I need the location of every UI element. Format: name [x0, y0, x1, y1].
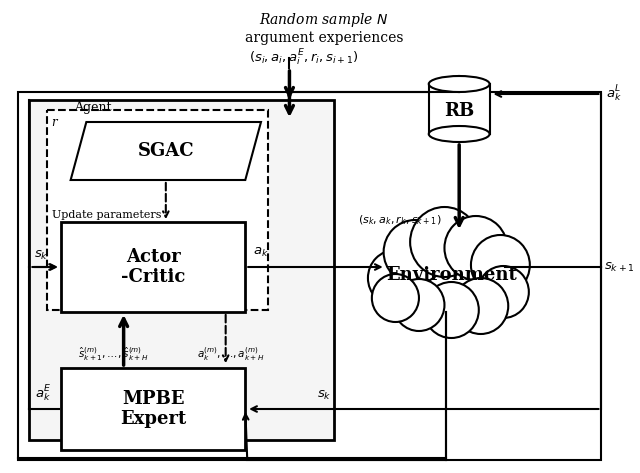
Circle shape — [368, 250, 423, 306]
Text: $\hat{s}_{k+1}^{(m)},\ldots,\hat{s}_{k+H}^{(m)}$: $\hat{s}_{k+1}^{(m)},\ldots,\hat{s}_{k+H… — [77, 345, 148, 363]
Text: $(s_i, a_i, a_i^E, r_i, s_{i+1})$: $(s_i, a_i, a_i^E, r_i, s_{i+1})$ — [250, 48, 359, 68]
Circle shape — [383, 220, 447, 284]
Text: Actor
-Critic: Actor -Critic — [121, 247, 185, 286]
Circle shape — [372, 274, 419, 322]
Circle shape — [453, 278, 508, 334]
Text: $s_k$: $s_k$ — [35, 248, 49, 262]
Text: $a_k^L$: $a_k^L$ — [606, 84, 622, 104]
Circle shape — [394, 279, 444, 331]
Text: Random sample $N$: Random sample $N$ — [259, 11, 388, 29]
Bar — [61, 222, 245, 312]
Text: MPBE
Expert: MPBE Expert — [120, 390, 186, 429]
Text: argument experiences: argument experiences — [244, 31, 403, 45]
Text: r: r — [51, 115, 57, 129]
Text: $(s_k, a_k, r_k, s_{k+1})$: $(s_k, a_k, r_k, s_{k+1})$ — [358, 213, 442, 227]
Text: $s_{k+1}$: $s_{k+1}$ — [604, 261, 635, 273]
Text: Update parameters: Update parameters — [52, 210, 161, 220]
Bar — [47, 110, 268, 310]
Bar — [18, 92, 602, 460]
Circle shape — [478, 266, 529, 318]
Bar — [61, 368, 245, 450]
Ellipse shape — [429, 126, 490, 142]
Ellipse shape — [429, 76, 490, 92]
Circle shape — [471, 235, 530, 295]
Text: RB: RB — [444, 102, 474, 120]
Circle shape — [424, 282, 479, 338]
Bar — [29, 100, 333, 440]
Circle shape — [444, 216, 508, 280]
Text: $a_k$: $a_k$ — [253, 245, 269, 259]
Text: $s_k$: $s_k$ — [317, 388, 331, 402]
Text: SGAC: SGAC — [138, 142, 194, 160]
Polygon shape — [70, 122, 261, 180]
Text: Agent: Agent — [74, 100, 111, 114]
Circle shape — [410, 207, 479, 277]
Bar — [429, 84, 490, 134]
Text: $a_k^{(m)},\ldots,a_{k+H}^{(m)}$: $a_k^{(m)},\ldots,a_{k+H}^{(m)}$ — [196, 345, 264, 363]
Text: $a_k^E$: $a_k^E$ — [35, 384, 52, 404]
Text: Environment: Environment — [386, 266, 516, 284]
